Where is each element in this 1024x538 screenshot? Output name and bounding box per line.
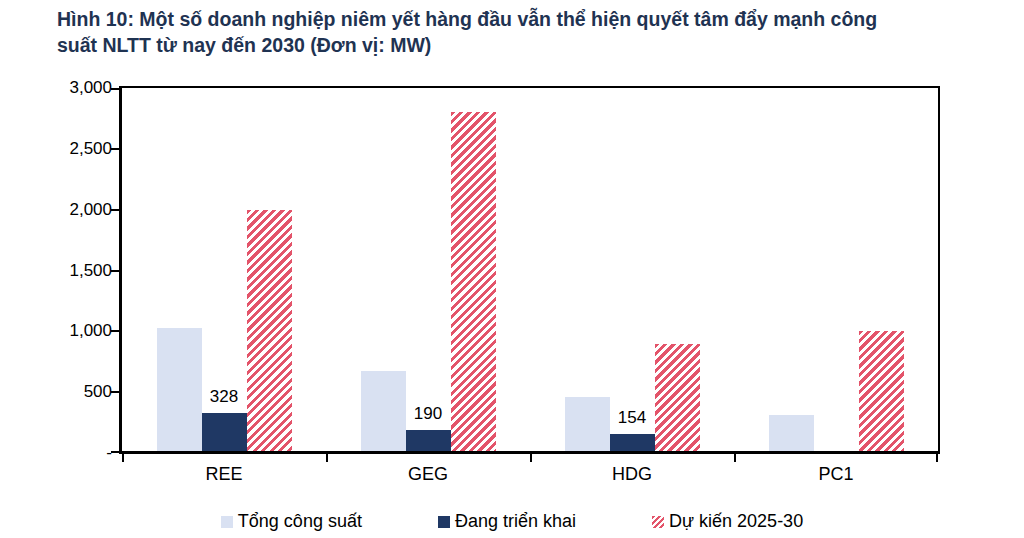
y-tick-label-3000: 3,000 bbox=[69, 78, 112, 98]
bar-geg-tong-cong-suat bbox=[361, 371, 406, 453]
bar-ree-du-kien-2025-30 bbox=[247, 210, 292, 453]
x-tick-mark-2 bbox=[530, 454, 532, 462]
y-tick-label-500: 500 bbox=[84, 382, 112, 402]
bar-geg-dang-trien-khai bbox=[406, 430, 451, 453]
y-tick-mark-2000 bbox=[111, 209, 120, 211]
bar-pc1-tong-cong-suat bbox=[769, 415, 814, 453]
bar-pc1-du-kien-2025-30 bbox=[859, 331, 904, 453]
legend-label-dang-trien-khai: Đang triển khai bbox=[455, 511, 576, 532]
x-tick-mark-4 bbox=[936, 454, 938, 462]
figure-title-line-1: Hình 10: Một số doanh nghiệp niêm yết hà… bbox=[57, 6, 982, 32]
x-category-label-ree: REE bbox=[205, 464, 242, 485]
y-tick-label-1000: 1,000 bbox=[69, 321, 112, 341]
x-category-label-hdg: HDG bbox=[612, 464, 652, 485]
x-category-label-geg: GEG bbox=[408, 464, 448, 485]
bar-ree-tong-cong-suat bbox=[157, 328, 202, 453]
bar-value-label-geg: 190 bbox=[414, 404, 442, 424]
chart-legend: Tổng công suất Đang triển khai Dự kiến 202… bbox=[0, 511, 1024, 532]
bar-value-label-ree: 328 bbox=[210, 387, 238, 407]
legend-label-tong-cong-suat: Tổng công suất bbox=[238, 511, 362, 532]
figure-title-line-2: suất NLTT từ nay đến 2030 (Đơn vị: MW) bbox=[57, 32, 982, 58]
bar-hdg-du-kien-2025-30 bbox=[655, 344, 700, 454]
legend-item-du-kien-2025-30: Dự kiến 2025-30 bbox=[652, 511, 803, 532]
x-tick-mark-1 bbox=[326, 454, 328, 462]
y-tick-label-2500: 2,500 bbox=[69, 139, 112, 159]
legend-item-dang-trien-khai: Đang triển khai bbox=[438, 511, 576, 532]
legend-label-du-kien-2025-30: Dự kiến 2025-30 bbox=[669, 511, 803, 532]
legend-swatch-dang-trien-khai bbox=[438, 516, 450, 528]
legend-swatch-tong-cong-suat bbox=[221, 516, 233, 528]
bar-chart-plot-area: 328 190 154 bbox=[122, 88, 938, 453]
bar-value-label-hdg: 154 bbox=[618, 408, 646, 428]
legend-swatch-du-kien-2025-30 bbox=[652, 516, 664, 528]
y-tick-mark-1000 bbox=[111, 330, 120, 332]
plot-border-top bbox=[119, 86, 940, 88]
y-tick-label-2000: 2,000 bbox=[69, 200, 112, 220]
x-category-label-pc1: PC1 bbox=[818, 464, 853, 485]
x-tick-mark-0 bbox=[122, 454, 124, 462]
bar-geg-du-kien-2025-30 bbox=[451, 112, 496, 453]
legend-item-tong-cong-suat: Tổng công suất bbox=[221, 511, 362, 532]
bar-ree-dang-trien-khai bbox=[202, 413, 247, 453]
y-tick-mark-2500 bbox=[111, 148, 120, 150]
y-tick-mark-3000 bbox=[111, 88, 120, 90]
y-tick-mark-500 bbox=[111, 391, 120, 393]
y-tick-mark-1500 bbox=[111, 270, 120, 272]
bar-hdg-tong-cong-suat bbox=[565, 397, 610, 453]
plot-border-right bbox=[938, 86, 940, 454]
x-tick-mark-3 bbox=[734, 454, 736, 462]
y-tick-label-1500: 1,500 bbox=[69, 261, 112, 281]
figure-title: Hình 10: Một số doanh nghiệp niêm yết hà… bbox=[57, 6, 982, 58]
y-axis-tick-labels: 3,0002,5002,0001,5001,000500- bbox=[0, 88, 112, 453]
x-axis-category-labels: REE GEG HDG PC1 bbox=[122, 464, 938, 488]
y-tick-label-0: - bbox=[106, 443, 112, 463]
